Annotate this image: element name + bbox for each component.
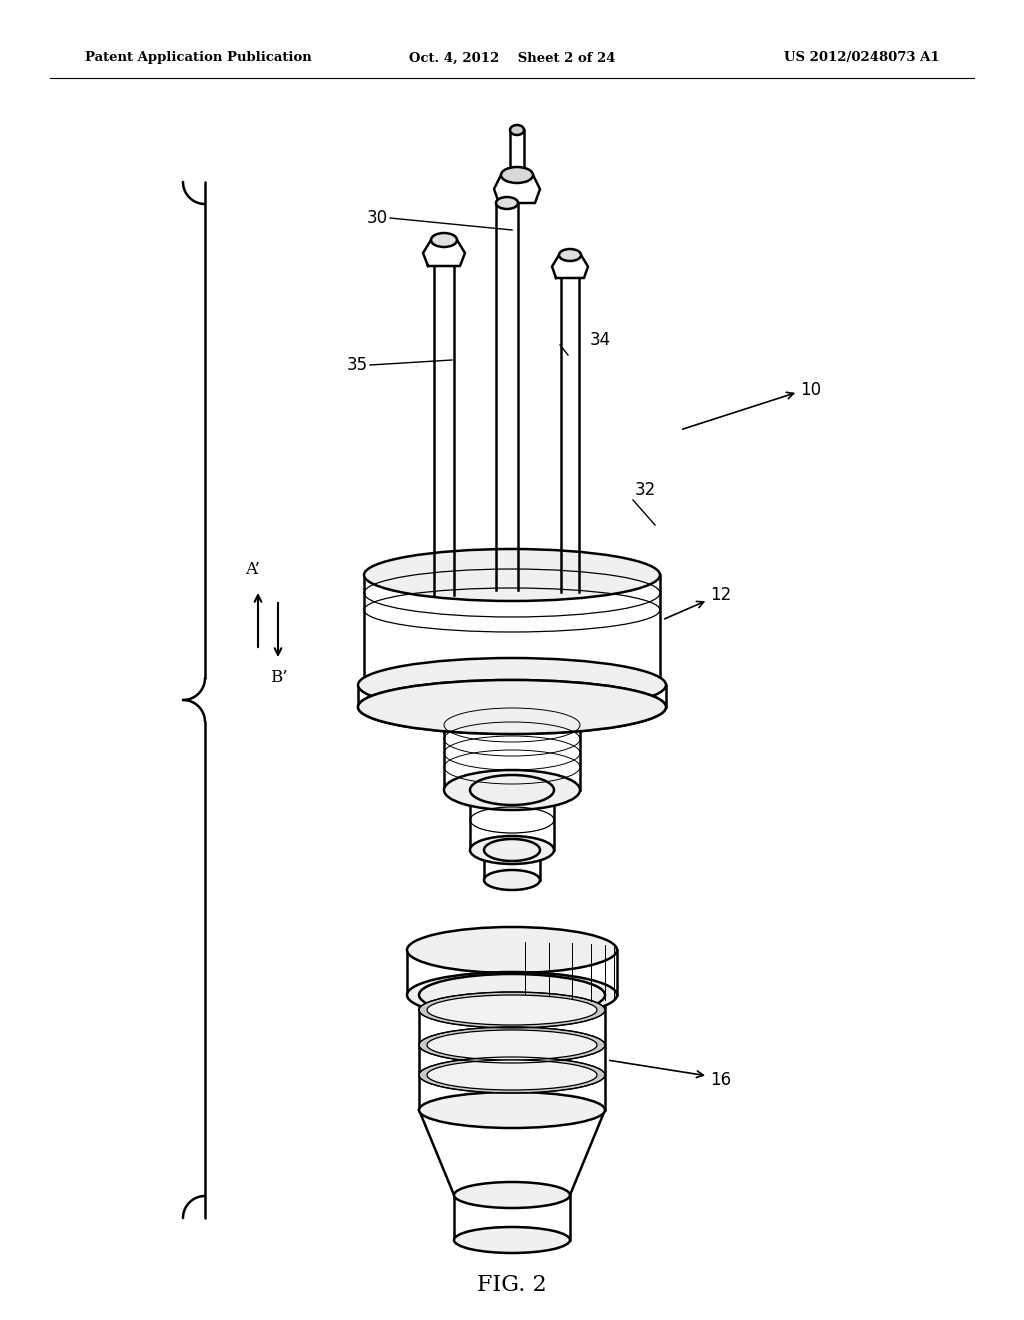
Ellipse shape bbox=[419, 974, 605, 1016]
Ellipse shape bbox=[407, 972, 617, 1018]
Text: US 2012/0248073 A1: US 2012/0248073 A1 bbox=[784, 51, 940, 65]
Ellipse shape bbox=[454, 1181, 570, 1208]
Text: FIG. 2: FIG. 2 bbox=[477, 1274, 547, 1296]
Ellipse shape bbox=[470, 775, 554, 805]
Ellipse shape bbox=[364, 549, 660, 601]
Text: 34: 34 bbox=[590, 331, 611, 348]
Text: Oct. 4, 2012    Sheet 2 of 24: Oct. 4, 2012 Sheet 2 of 24 bbox=[409, 51, 615, 65]
Ellipse shape bbox=[427, 995, 597, 1026]
Text: 30: 30 bbox=[367, 209, 388, 227]
Ellipse shape bbox=[470, 836, 554, 865]
Ellipse shape bbox=[358, 657, 666, 711]
Ellipse shape bbox=[454, 1228, 570, 1253]
Text: B’: B’ bbox=[270, 669, 288, 686]
Text: A’: A’ bbox=[245, 561, 260, 578]
Ellipse shape bbox=[407, 927, 617, 973]
Text: 32: 32 bbox=[635, 480, 656, 499]
Ellipse shape bbox=[431, 234, 457, 247]
Text: 10: 10 bbox=[800, 381, 821, 399]
Text: 12: 12 bbox=[710, 586, 731, 605]
Ellipse shape bbox=[419, 1092, 605, 1129]
Ellipse shape bbox=[484, 870, 540, 890]
Ellipse shape bbox=[419, 1057, 605, 1093]
Ellipse shape bbox=[427, 1030, 597, 1060]
Ellipse shape bbox=[427, 1060, 597, 1090]
Ellipse shape bbox=[559, 249, 581, 261]
Ellipse shape bbox=[358, 680, 666, 734]
Text: 16: 16 bbox=[710, 1071, 731, 1089]
Ellipse shape bbox=[358, 680, 666, 734]
Ellipse shape bbox=[496, 197, 518, 209]
Ellipse shape bbox=[444, 770, 580, 810]
Ellipse shape bbox=[484, 840, 540, 861]
Text: 35: 35 bbox=[347, 356, 368, 374]
Ellipse shape bbox=[419, 993, 605, 1028]
Text: Patent Application Publication: Patent Application Publication bbox=[85, 51, 311, 65]
Ellipse shape bbox=[510, 125, 524, 135]
Ellipse shape bbox=[501, 168, 534, 183]
Ellipse shape bbox=[419, 1027, 605, 1063]
